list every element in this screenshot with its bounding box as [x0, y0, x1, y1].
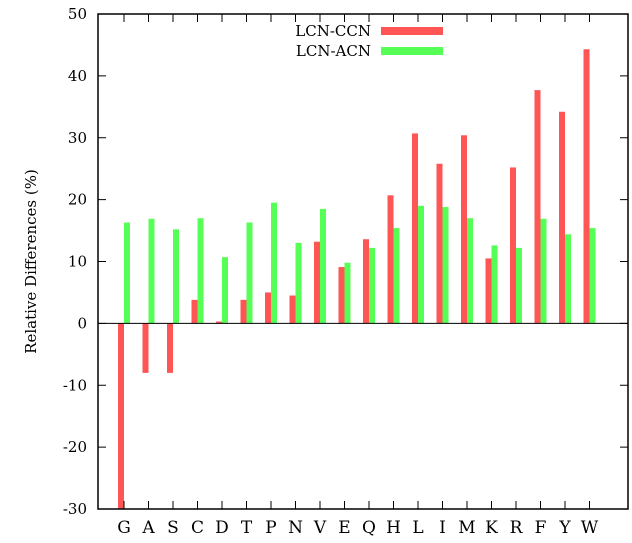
bar-lcn-ccn-e [338, 267, 345, 324]
y-axis: -30 -20 -10 0 10 20 30 40 50 [63, 5, 628, 518]
bar-lcn-ccn-f [534, 90, 541, 324]
bar-lcn-ccn-h [387, 195, 394, 324]
x-tick-label: W [581, 518, 599, 538]
bar-lcn-ccn-r [510, 167, 516, 324]
x-tick-label: C [191, 518, 204, 538]
bar-lcn-ccn-p [265, 292, 271, 324]
bar-lcn-acn-r [516, 247, 522, 324]
y-tick-label: -20 [63, 438, 87, 456]
bar-lcn-ccn-l [412, 133, 418, 324]
x-tick-label: G [117, 518, 131, 538]
bar-lcn-ccn-g [118, 323, 124, 509]
legend-label: LCN-CCN [295, 22, 371, 40]
x-tick-label: S [167, 518, 179, 538]
legend-swatch [381, 47, 443, 55]
y-axis-label: Relative Differences (%) [22, 169, 40, 354]
bar-lcn-ccn-c [191, 299, 198, 324]
y-tick-label: 30 [68, 129, 87, 147]
x-tick-label: N [288, 518, 303, 538]
x-tick-label: D [215, 518, 229, 538]
x-tick-label: P [265, 518, 276, 538]
bar-lcn-acn-k [491, 245, 498, 324]
x-tick-label: Y [558, 518, 571, 538]
y-tick-label: 0 [77, 314, 87, 332]
bar-lcn-acn-a [148, 218, 155, 324]
bar-lcn-ccn-v [314, 241, 320, 324]
x-tick-label: T [241, 518, 253, 538]
bar-lcn-acn-g [124, 222, 130, 324]
bar-lcn-acn-q [369, 247, 375, 324]
y-tick-label: 20 [68, 191, 87, 209]
bar-lcn-ccn-d [216, 321, 222, 324]
bar-lcn-acn-d [222, 257, 228, 324]
bar-lcn-acn-n [295, 242, 302, 324]
x-tick-label: H [386, 518, 401, 538]
legend-label: LCN-ACN [296, 42, 371, 60]
bar-lcn-acn-p [271, 202, 277, 324]
bar-lcn-acn-m [467, 218, 473, 324]
bar-lcn-acn-h [393, 228, 400, 324]
x-tick-label: E [338, 518, 350, 538]
bar-lcn-acn-e [344, 262, 351, 324]
bar-lcn-acn-w [589, 228, 596, 324]
legend: LCN-CCN LCN-ACN [295, 22, 443, 60]
bar-lcn-ccn-w [583, 49, 590, 324]
y-tick-label: 10 [68, 253, 87, 271]
bar-lcn-acn-l [418, 205, 424, 324]
x-tick-label: Q [362, 518, 376, 538]
y-tick-label: 50 [68, 5, 87, 23]
bar-lcn-acn-t [246, 222, 253, 324]
y-tick-label: 40 [68, 67, 87, 85]
bar-lcn-acn-y [565, 234, 571, 324]
x-tick-label: V [313, 518, 327, 538]
bar-lcn-ccn-a [142, 323, 149, 373]
x-tick-label: K [485, 518, 498, 538]
x-tick-label: R [510, 518, 524, 538]
bar-lcn-acn-c [197, 218, 204, 324]
bar-lcn-ccn-k [485, 258, 492, 324]
x-tick-label: I [439, 518, 446, 538]
bar-lcn-acn-s [173, 229, 179, 324]
y-tick-label: -30 [63, 500, 87, 518]
bar-lcn-ccn-q [363, 239, 369, 324]
legend-swatch [381, 27, 443, 35]
bar-lcn-ccn-n [289, 295, 296, 324]
bar-lcn-acn-f [540, 218, 547, 324]
bar-lcn-acn-i [442, 207, 449, 324]
y-tick-label: -10 [63, 376, 87, 394]
bar-lcn-acn-v [320, 208, 326, 324]
x-tick-label: L [412, 518, 423, 538]
x-tick-label: M [458, 518, 475, 538]
bar-lcn-ccn-i [436, 163, 443, 324]
bar-lcn-ccn-m [461, 135, 467, 324]
bars-layer [118, 49, 596, 509]
bar-lcn-ccn-t [240, 299, 247, 324]
x-tick-label: A [141, 518, 155, 538]
bar-lcn-ccn-y [559, 111, 565, 324]
bar-lcn-ccn-s [167, 323, 173, 373]
x-tick-label: F [535, 518, 547, 538]
